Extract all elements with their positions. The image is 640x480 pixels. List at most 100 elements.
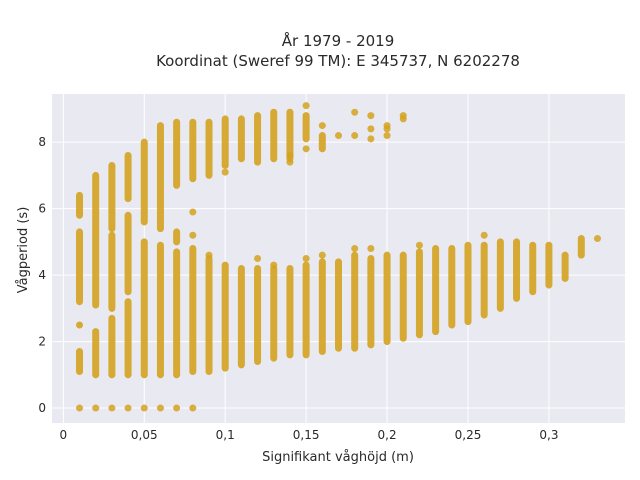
data-point-cluster xyxy=(302,261,310,359)
data-point xyxy=(124,404,132,412)
data-point-cluster xyxy=(254,112,262,166)
data-point-cluster xyxy=(108,231,116,312)
data-point xyxy=(189,208,197,216)
data-point xyxy=(140,404,148,412)
data-point xyxy=(286,151,294,159)
x-tick-label: 0,2 xyxy=(378,428,397,442)
data-point-cluster xyxy=(237,115,245,163)
data-point-cluster xyxy=(156,241,164,379)
data-point xyxy=(286,158,294,166)
data-point xyxy=(415,241,423,249)
data-point-cluster xyxy=(351,251,359,352)
data-point xyxy=(189,404,197,412)
data-point xyxy=(335,132,342,140)
data-point-cluster xyxy=(76,348,84,375)
data-point-cluster xyxy=(76,228,84,306)
data-point xyxy=(351,245,359,253)
data-point xyxy=(480,231,488,239)
y-axis-title: Vågperiod (s) xyxy=(16,207,31,294)
data-point xyxy=(156,404,164,412)
data-point-cluster xyxy=(399,251,407,342)
data-point xyxy=(302,255,310,262)
x-axis-title: Signifikant våghöjd (m) xyxy=(262,450,414,465)
x-tick-label: 0,15 xyxy=(293,428,320,442)
data-point-cluster xyxy=(124,211,132,296)
data-points xyxy=(76,102,601,412)
data-point-cluster xyxy=(156,122,164,233)
data-point xyxy=(92,404,100,412)
data-point xyxy=(302,145,310,153)
data-point-cluster xyxy=(124,151,132,203)
data-point-cluster xyxy=(270,264,278,362)
data-point-cluster xyxy=(173,248,181,379)
data-point-cluster xyxy=(76,321,84,329)
data-point-cluster xyxy=(561,251,569,282)
data-point xyxy=(254,255,262,262)
data-point-cluster xyxy=(92,171,100,309)
y-tick-label: 6 xyxy=(38,202,46,216)
data-point-cluster xyxy=(415,248,423,339)
axis-ticks: 0 0,05 0,1 0,15 0,2 0,25 0,3 0 2 4 6 8 xyxy=(38,135,558,442)
data-point xyxy=(108,404,116,412)
data-point-cluster xyxy=(237,264,245,369)
data-point xyxy=(383,122,391,130)
x-tick-label: 0,25 xyxy=(455,428,482,442)
data-point-cluster xyxy=(221,115,229,169)
data-point-cluster xyxy=(496,238,504,312)
data-point-cluster xyxy=(254,264,262,366)
data-point xyxy=(593,235,601,243)
data-point xyxy=(189,231,197,239)
data-point-cluster xyxy=(286,264,294,359)
data-point-cluster xyxy=(221,261,229,372)
data-point-cluster xyxy=(189,118,197,183)
data-point xyxy=(270,261,278,269)
data-point xyxy=(76,404,84,412)
data-point xyxy=(318,122,326,130)
data-point-cluster xyxy=(480,241,488,319)
data-point-cluster xyxy=(124,298,132,379)
x-tick-label: 0,05 xyxy=(131,428,158,442)
data-point xyxy=(367,245,375,253)
data-point-cluster xyxy=(189,245,197,375)
data-point-cluster xyxy=(205,118,213,179)
data-point-cluster xyxy=(335,258,342,352)
data-point-cluster xyxy=(464,241,472,326)
data-point xyxy=(399,112,407,120)
chart-title-line-1: År 1979 - 2019 xyxy=(282,31,395,50)
data-point-cluster xyxy=(513,238,521,302)
data-point-cluster xyxy=(318,258,326,356)
y-tick-label: 4 xyxy=(38,268,46,282)
chart-title-line-2: Koordinat (Sweref 99 TM): E 345737, N 62… xyxy=(156,52,520,70)
data-point xyxy=(367,135,375,143)
data-point-cluster xyxy=(432,245,440,336)
x-tick-label: 0 xyxy=(60,428,68,442)
data-point-cluster xyxy=(140,238,148,379)
x-tick-label: 0,3 xyxy=(539,428,558,442)
data-point-cluster xyxy=(108,314,116,379)
data-point-cluster xyxy=(140,138,148,226)
data-point-cluster xyxy=(205,255,213,375)
data-point-cluster xyxy=(577,235,585,259)
data-point-cluster xyxy=(318,132,326,153)
data-point xyxy=(383,132,391,140)
data-point xyxy=(367,112,375,120)
data-point-cluster xyxy=(270,108,278,163)
data-point-cluster xyxy=(529,241,537,296)
data-point xyxy=(351,132,359,140)
data-point xyxy=(367,125,375,133)
data-point-cluster xyxy=(545,241,553,289)
y-tick-label: 2 xyxy=(38,335,46,349)
y-tick-label: 0 xyxy=(38,401,46,415)
x-tick-label: 0,1 xyxy=(216,428,235,442)
data-point-cluster xyxy=(286,108,294,163)
data-point xyxy=(173,404,181,412)
data-point xyxy=(205,251,213,259)
y-tick-label: 8 xyxy=(38,135,46,149)
data-point-cluster xyxy=(173,118,181,189)
data-point-cluster xyxy=(92,328,100,379)
data-point-cluster xyxy=(448,245,456,329)
data-point-cluster xyxy=(302,112,310,143)
data-point xyxy=(302,102,310,110)
